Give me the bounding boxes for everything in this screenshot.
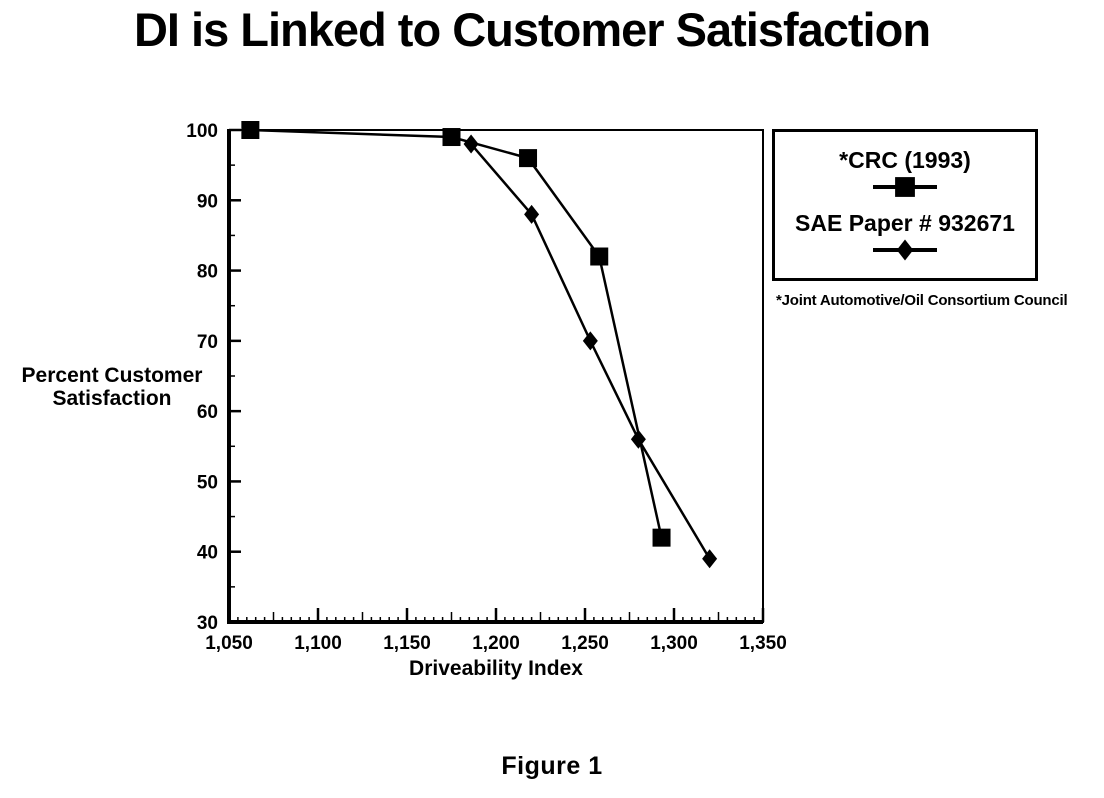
svg-text:100: 100 xyxy=(186,121,218,142)
legend-entry-crc: *CRC (1993) xyxy=(839,147,971,200)
svg-text:30: 30 xyxy=(197,613,218,634)
legend-label-sae: SAE Paper # 932671 xyxy=(795,210,1015,237)
svg-text:1,200: 1,200 xyxy=(472,633,520,654)
legend-footnote: *Joint Automotive/Oil Consortium Council xyxy=(776,292,1068,309)
svg-text:60: 60 xyxy=(197,402,218,423)
svg-text:Satisfaction: Satisfaction xyxy=(52,387,171,410)
svg-text:1,100: 1,100 xyxy=(294,633,342,654)
svg-text:1,250: 1,250 xyxy=(561,633,609,654)
legend-entry-sae: SAE Paper # 932671 xyxy=(795,210,1015,263)
figure-caption: Figure 1 xyxy=(501,752,603,780)
svg-text:70: 70 xyxy=(197,332,218,353)
svg-text:1,300: 1,300 xyxy=(650,633,698,654)
legend: *CRC (1993) SAE Paper # 932671 xyxy=(772,129,1038,281)
svg-text:1,350: 1,350 xyxy=(739,633,787,654)
svg-text:Percent Customer: Percent Customer xyxy=(22,364,203,387)
chart-title: DI is Linked to Customer Satisfaction xyxy=(133,3,931,56)
svg-text:40: 40 xyxy=(197,543,218,564)
svg-text:Driveability Index: Driveability Index xyxy=(409,657,583,680)
svg-text:50: 50 xyxy=(197,472,218,493)
legend-marker-diamond-icon xyxy=(873,239,937,261)
svg-text:1,150: 1,150 xyxy=(383,633,431,654)
legend-marker-square-icon xyxy=(873,176,937,197)
svg-text:90: 90 xyxy=(197,191,218,212)
svg-text:80: 80 xyxy=(197,262,218,283)
legend-label-crc: *CRC (1993) xyxy=(839,146,971,173)
svg-text:1,050: 1,050 xyxy=(205,633,253,654)
